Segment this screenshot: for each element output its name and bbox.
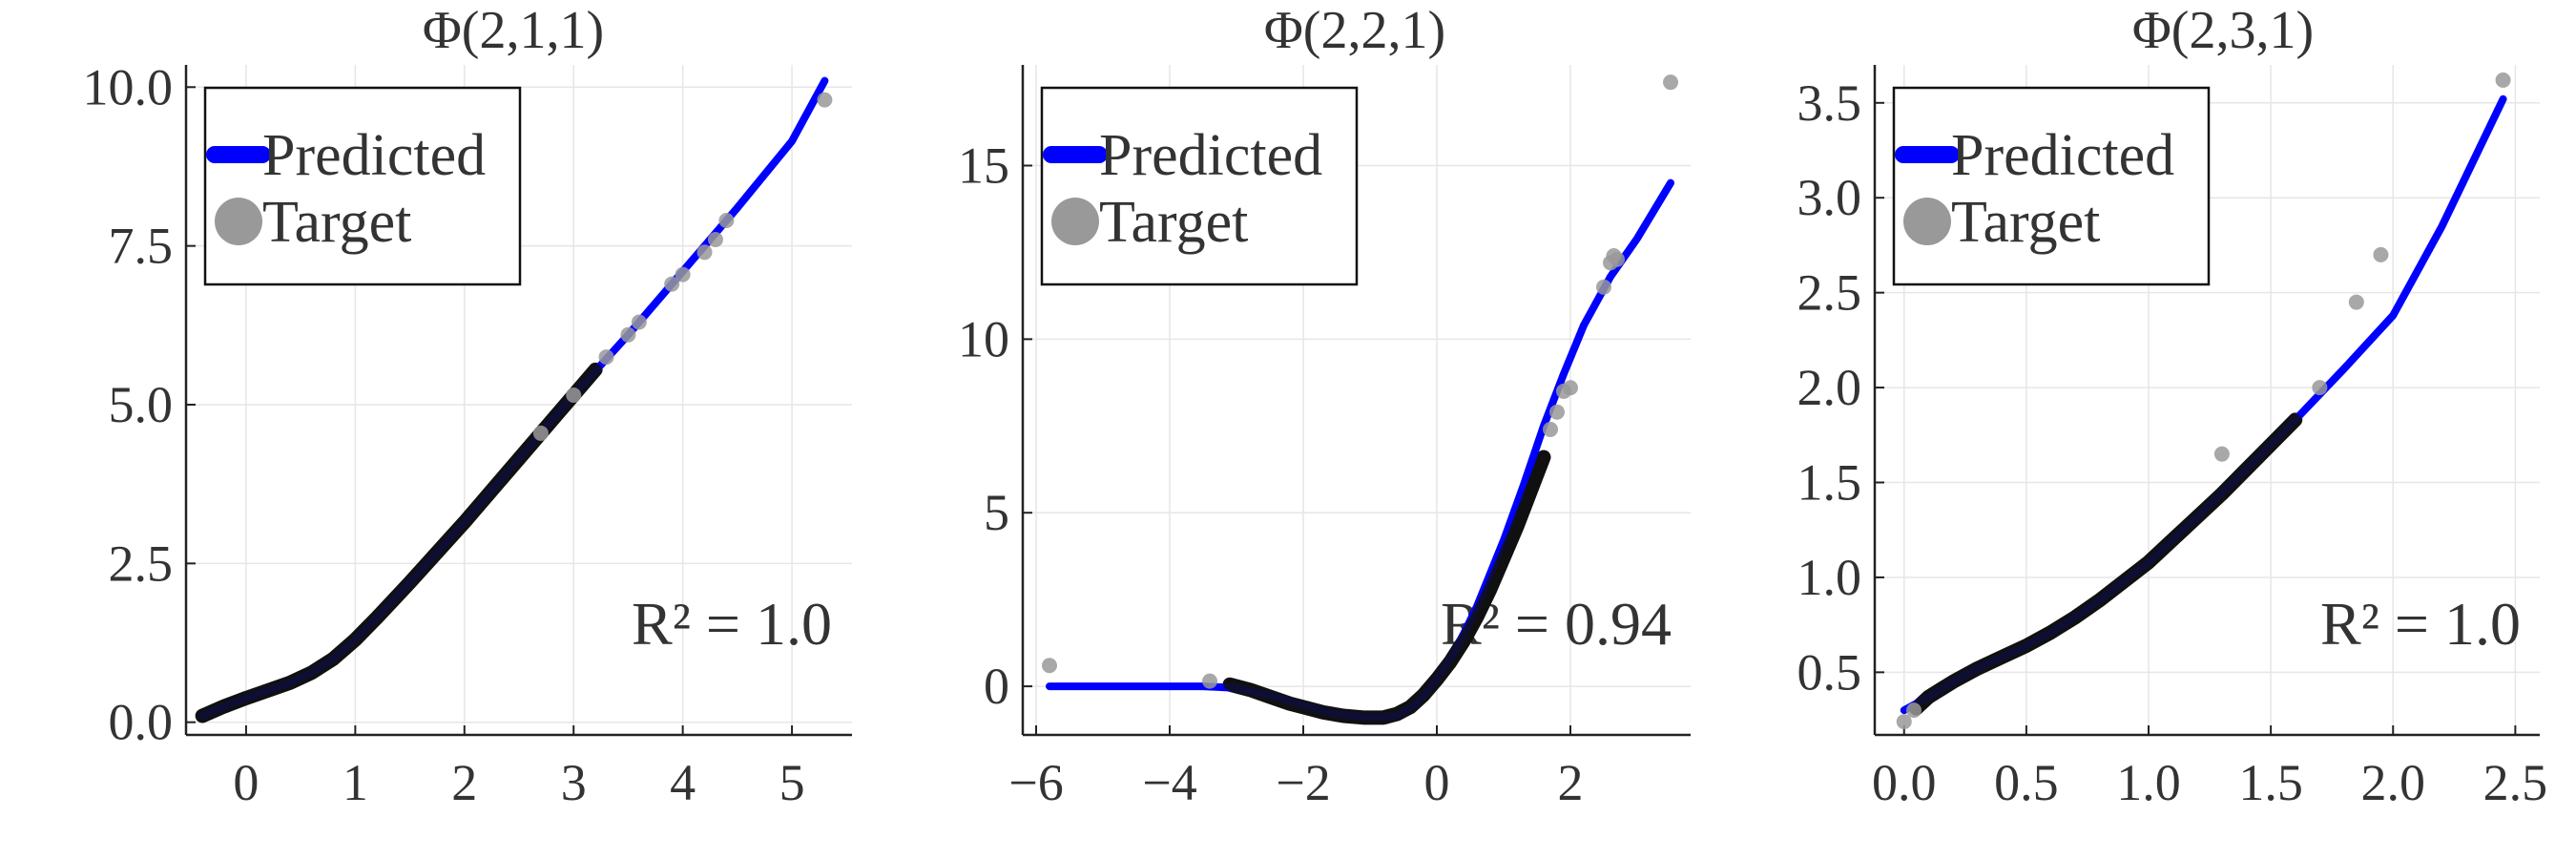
target-point [566, 388, 582, 404]
target-point [1663, 74, 1678, 91]
x-tick-label: 4 [670, 754, 696, 811]
y-tick-label: 7.5 [109, 218, 174, 275]
target-point [1543, 421, 1558, 437]
panel-title: Φ(2,1,1) [423, 1, 604, 60]
y-tick-label: 2.0 [1797, 359, 1862, 416]
target-point [620, 326, 636, 343]
x-tick-label: 2.0 [2361, 754, 2426, 811]
y-tick-label: 15 [958, 136, 1009, 194]
y-tick-label: 3.5 [1797, 74, 1862, 132]
target-point [2373, 246, 2389, 262]
target-point [1596, 279, 1611, 295]
legend-target-swatch [1051, 198, 1099, 245]
target-point [1563, 380, 1578, 396]
legend-target-swatch [1903, 198, 1951, 245]
x-tick-label: 0.5 [1994, 754, 2059, 811]
y-tick-label: 1.0 [1797, 549, 1862, 606]
y-tick-label: 5 [984, 484, 1009, 541]
y-tick-label: 0.0 [109, 694, 174, 751]
target-point [532, 425, 549, 441]
x-tick-label: −6 [1008, 754, 1063, 811]
target-point [696, 244, 713, 261]
target-point [1896, 714, 1912, 730]
target-point [675, 266, 691, 283]
target-point [664, 276, 680, 292]
panel-title: Φ(2,3,1) [2132, 1, 2314, 60]
grid [1023, 65, 1691, 735]
y-tick-label: 2.5 [109, 534, 174, 592]
y-tick-label: 0 [984, 658, 1009, 715]
target-point [707, 231, 723, 247]
x-tick-label: −2 [1276, 754, 1330, 811]
legend-box [1892, 86, 2211, 286]
legend-box [203, 86, 522, 286]
legend-predicted-label: Predicted [1099, 123, 1322, 188]
x-tick-label: −4 [1142, 754, 1196, 811]
target-dense-band-overlay [1910, 413, 2302, 715]
x-tick-label: 1.5 [2238, 754, 2303, 811]
target-point [1202, 673, 1217, 689]
target-point [1042, 658, 1057, 674]
y-tick-label: 5.0 [109, 376, 174, 433]
y-tick-label: 10.0 [83, 58, 174, 115]
legend-box [1040, 86, 1359, 286]
legend-target-swatch [215, 198, 262, 245]
panel-title: Φ(2,2,1) [1264, 1, 1445, 60]
x-tick-label: 0 [1424, 754, 1450, 811]
x-tick-label: 1.0 [2116, 754, 2181, 811]
y-tick-label: 1.5 [1797, 454, 1862, 512]
target-point [598, 349, 614, 366]
r-squared-label: R² = 1.0 [2320, 590, 2521, 658]
target-dense-band-overlay [196, 363, 602, 723]
y-tick-label: 0.5 [1797, 643, 1862, 701]
legend-target-label: Target [1951, 190, 2100, 255]
legend-predicted-label: Predicted [262, 123, 486, 188]
target-point [2213, 446, 2230, 462]
y-tick-label: 10 [958, 310, 1009, 367]
y-tick-label: 2.5 [1797, 264, 1862, 322]
target-dense-band-overlay [1223, 450, 1550, 724]
x-tick-label: 5 [779, 754, 805, 811]
x-tick-label: 0.0 [1872, 754, 1937, 811]
target-point [1906, 702, 1922, 719]
y-tick-label: 3.0 [1797, 169, 1862, 226]
legend-target-label: Target [1099, 190, 1248, 255]
panel-phi-2-3-1: Φ(2,3,1) R² = 1.0 0.0 0.5 1.0 1.5 2.0 2.50.51… [1797, 1, 2548, 811]
x-tick-label: 1 [343, 754, 368, 811]
target-point [817, 92, 833, 108]
x-tick-label: 2 [451, 754, 477, 811]
legend-target-label: Target [262, 190, 411, 255]
target-point [1610, 251, 1625, 267]
panel-phi-2-1-1: Φ(2,1,1) R² = 1.0 0 1 2 3 4 5 0.0 2.5 5.0 7.5 10.0… [83, 1, 852, 811]
target-point [2348, 294, 2364, 310]
target-point [2495, 72, 2511, 88]
legend-predicted-label: Predicted [1951, 123, 2174, 188]
x-tick-label: 2.5 [2483, 754, 2548, 811]
grid [1875, 65, 2540, 735]
target-dense-band [195, 362, 603, 723]
x-tick-label: 2 [1558, 754, 1584, 811]
target-point [2312, 380, 2328, 396]
x-tick-label: 0 [233, 754, 259, 811]
target-point [718, 213, 735, 229]
x-tick-label: 3 [561, 754, 587, 811]
target-point [1549, 404, 1565, 420]
target-point [631, 314, 647, 330]
r-squared-label: R² = 1.0 [632, 590, 832, 658]
